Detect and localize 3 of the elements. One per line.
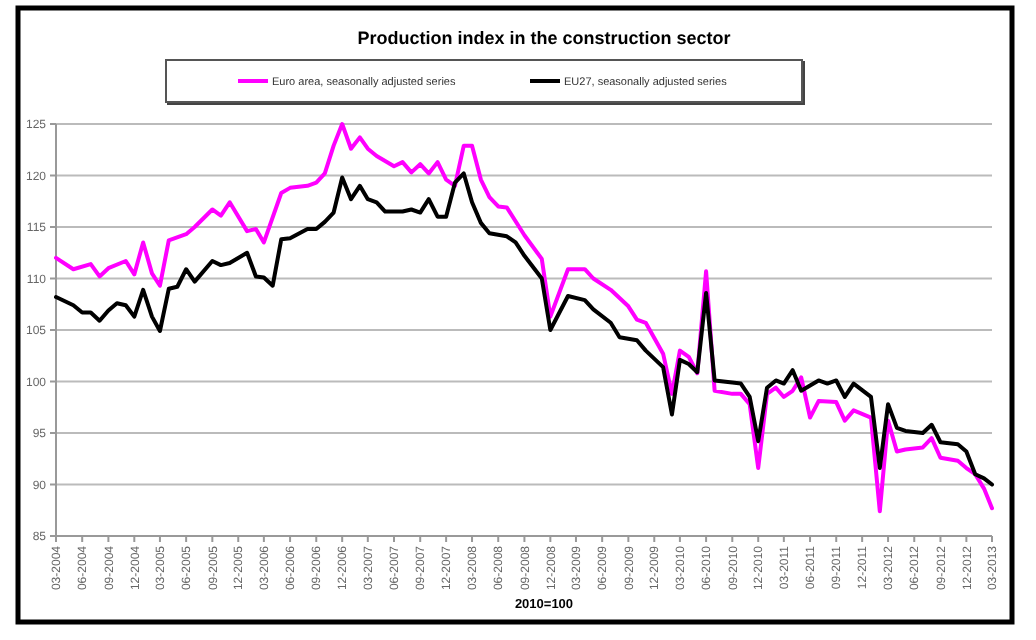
line-series [54,171,994,487]
chart-title: Production index in the construction sector [357,28,732,48]
line-series [54,122,994,514]
